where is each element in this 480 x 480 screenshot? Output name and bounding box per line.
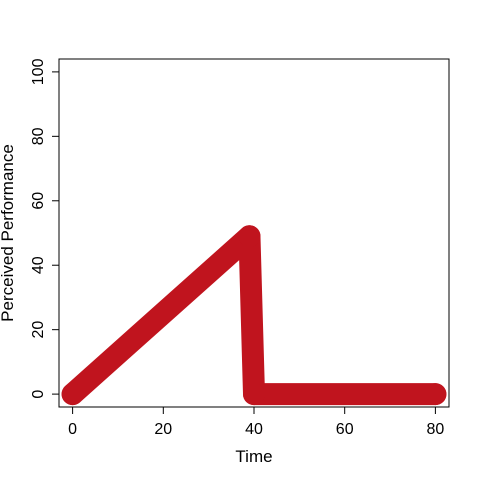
y-tick-label: 20 — [30, 321, 47, 339]
y-tick-label: 40 — [30, 256, 47, 274]
data-point — [424, 383, 447, 406]
x-axis: 0 20 40 60 80 — [68, 406, 444, 438]
y-tick-label: 100 — [30, 58, 47, 85]
y-tick-label: 0 — [30, 390, 47, 399]
series-line — [61, 225, 447, 406]
x-tick-label: 40 — [245, 421, 263, 438]
x-tick-label: 0 — [68, 421, 77, 438]
y-tick-label: 80 — [30, 127, 47, 145]
x-tick-label: 20 — [154, 421, 172, 438]
x-tick-label: 60 — [336, 421, 354, 438]
y-axis-label: Perceived Performance — [0, 144, 17, 322]
series-layer — [61, 225, 447, 406]
y-tick-label: 60 — [30, 192, 47, 210]
data-point — [243, 383, 265, 406]
y-axis: 0 20 40 60 80 100 — [30, 58, 60, 399]
x-axis-label: Time — [235, 447, 272, 466]
x-tick-label: 80 — [426, 421, 444, 438]
data-point — [238, 225, 261, 248]
data-point — [61, 383, 84, 406]
